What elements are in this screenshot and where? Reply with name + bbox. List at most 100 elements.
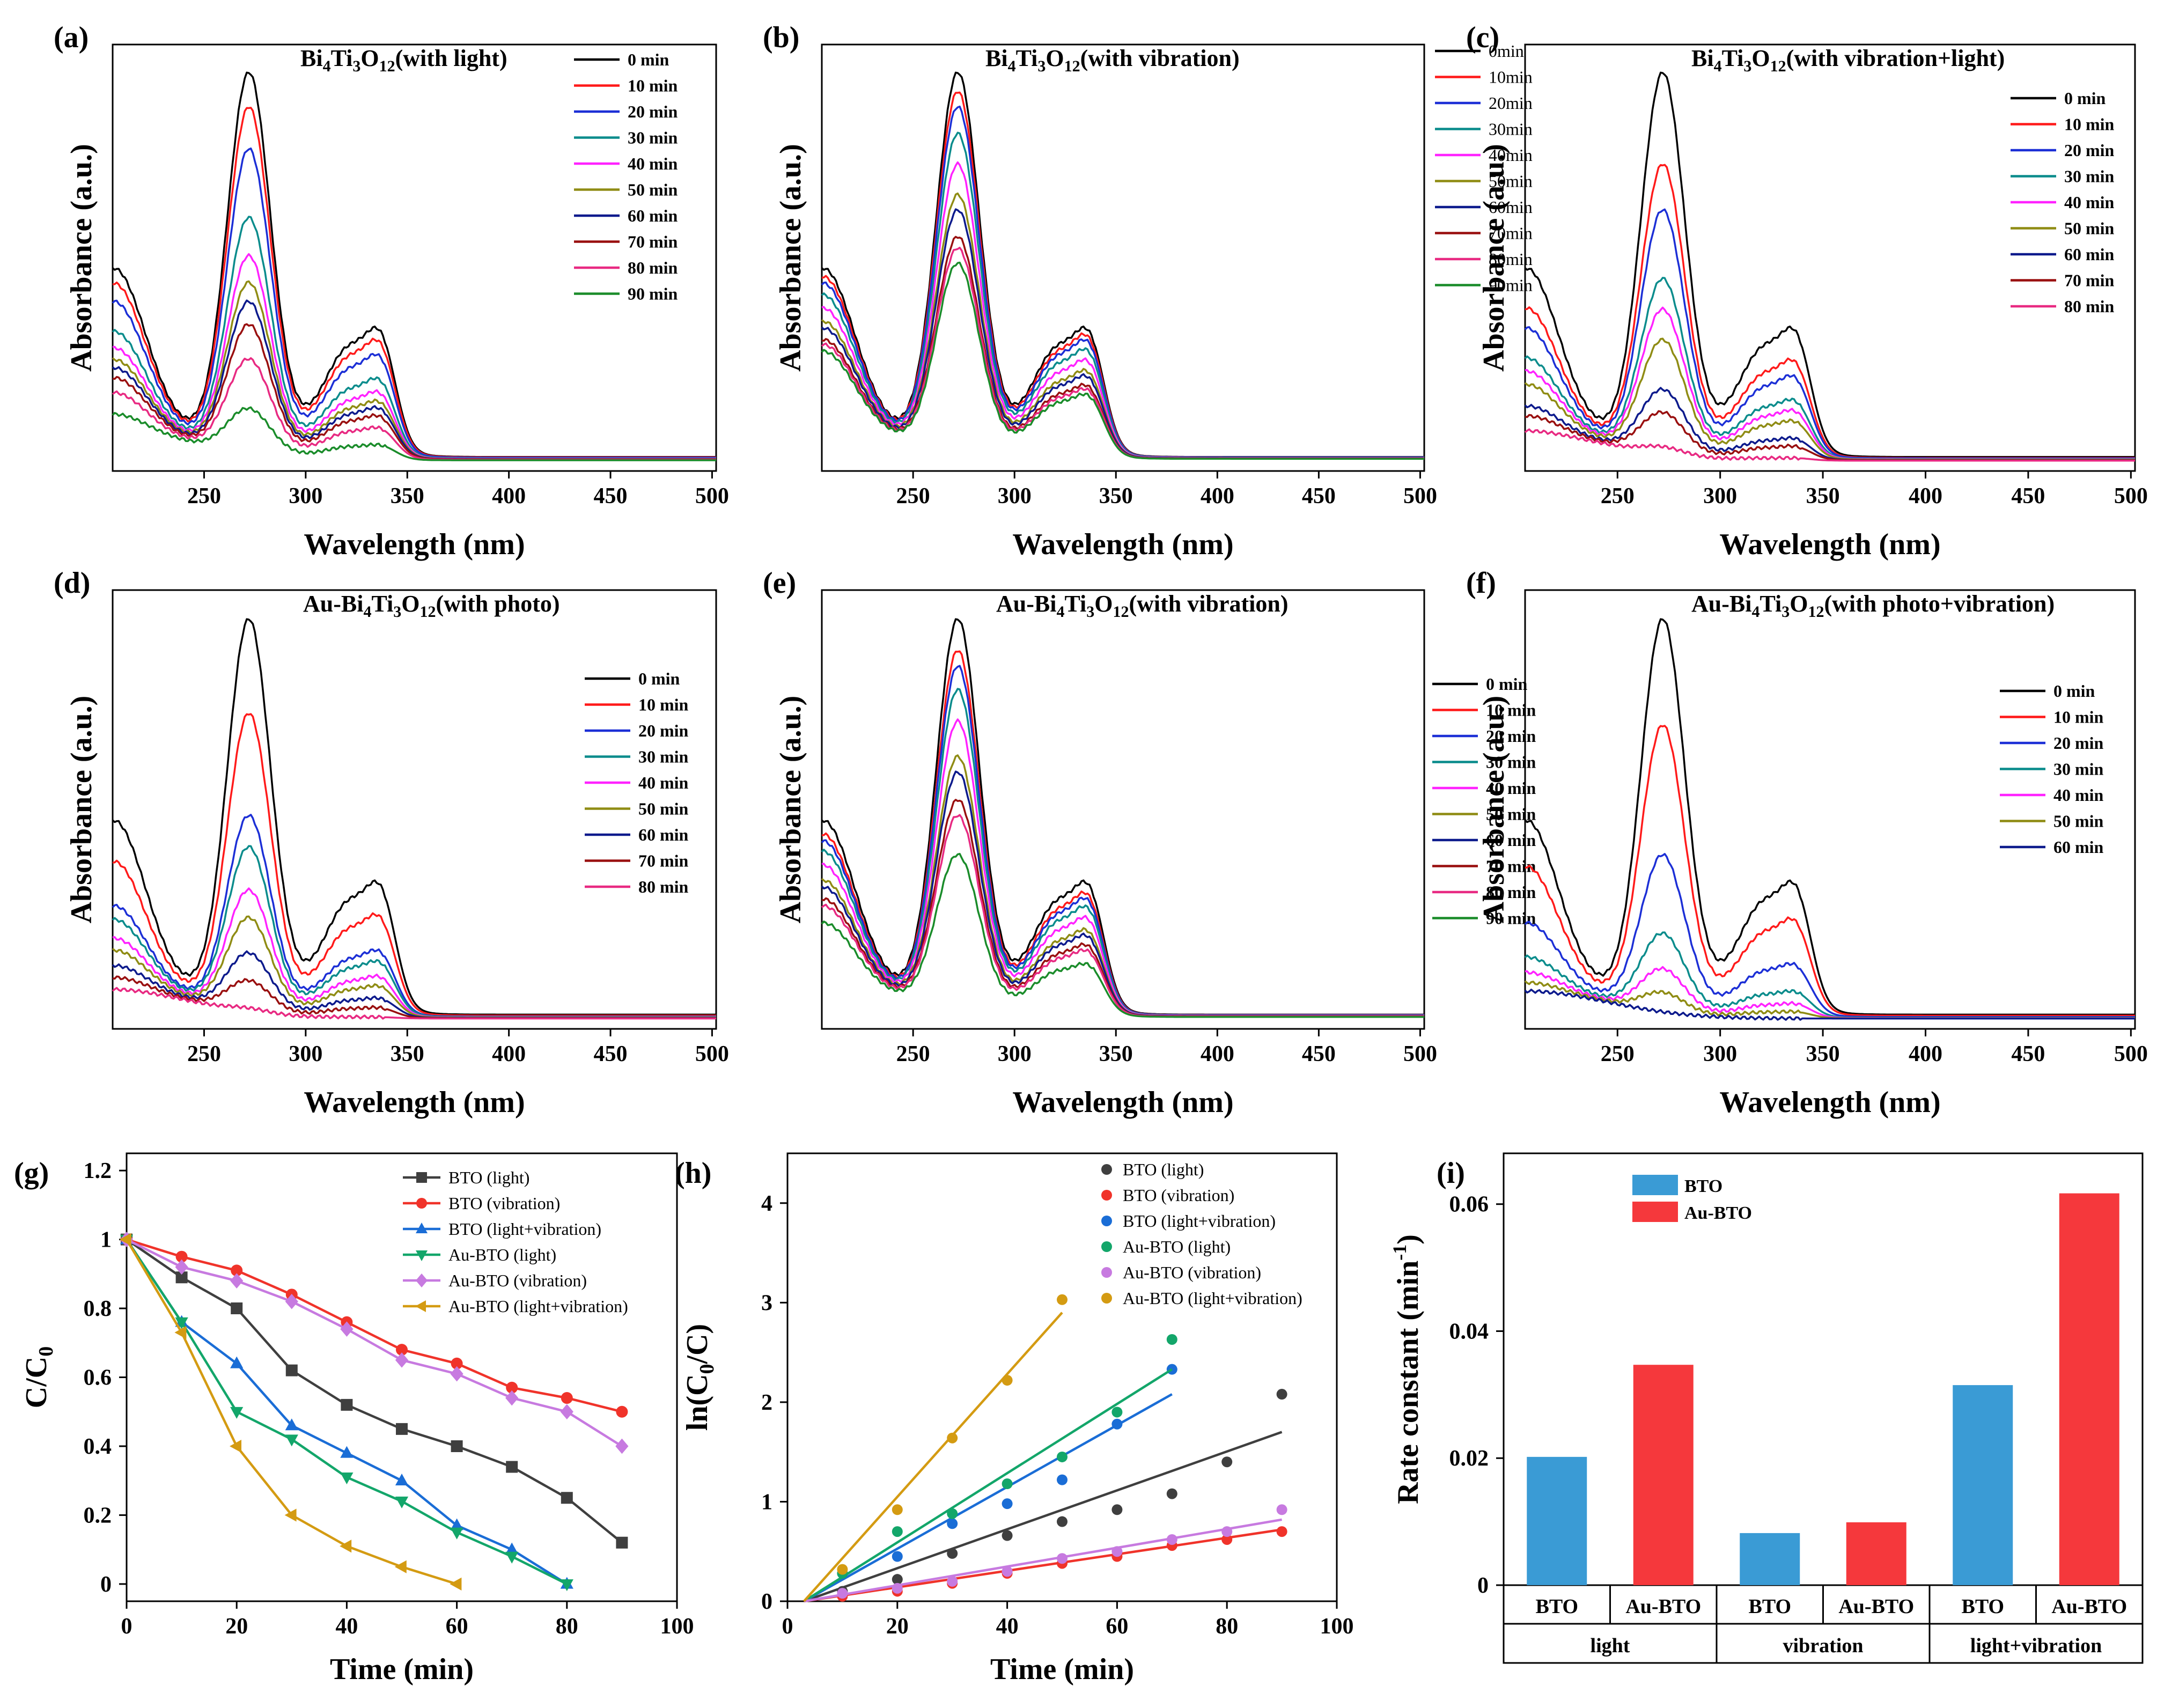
legend-label: 10 min xyxy=(638,695,689,715)
y-title-part: C/C xyxy=(20,1357,53,1408)
data-point xyxy=(561,1492,573,1504)
legend-label: 50 min xyxy=(2053,812,2104,831)
legend-label: 20 min xyxy=(628,102,678,121)
legend-label: 0 min xyxy=(1486,674,1528,694)
title-part: 4 xyxy=(363,603,371,621)
data-point xyxy=(230,1439,241,1453)
x-tick-label: 250 xyxy=(187,484,221,509)
x-tick-label: 40 xyxy=(335,1614,358,1639)
y-tick-label: 2 xyxy=(761,1390,772,1415)
data-point xyxy=(1221,1534,1233,1545)
x-tick-label: 500 xyxy=(695,1042,729,1066)
legend-label: 40 min xyxy=(1486,778,1536,798)
x-tick-label: 350 xyxy=(391,484,424,509)
title-suffix: (with vibration+light) xyxy=(1786,45,2005,71)
x-tick-label: 350 xyxy=(1806,1042,1840,1066)
data-point xyxy=(1221,1456,1233,1468)
legend-marker xyxy=(1101,1164,1112,1175)
legend-label: Au-BTO (light) xyxy=(1123,1237,1231,1256)
x-tick-label: 450 xyxy=(2011,1042,2045,1066)
x-tick-label: 350 xyxy=(1099,484,1133,509)
x-tick-label: 100 xyxy=(1320,1614,1354,1639)
panel-label: (h) xyxy=(675,1157,711,1190)
bar-BTO-light xyxy=(1527,1456,1587,1585)
x-tick-label: 0 xyxy=(121,1614,132,1639)
spectrum-90-min xyxy=(821,852,1424,1018)
legend-label: 30 min xyxy=(628,128,678,148)
spectrum-80-min xyxy=(112,986,716,1020)
title-part: Ti xyxy=(1722,45,1744,71)
bar-Au-BTO-vibration xyxy=(1846,1522,1906,1585)
data-point xyxy=(947,1548,958,1559)
title-part: O xyxy=(1046,45,1064,71)
data-point xyxy=(561,1392,573,1404)
plot-frame xyxy=(821,43,1425,472)
plot-frame xyxy=(786,1152,1338,1602)
spectrum-80-min xyxy=(1524,428,2135,462)
legend-label: 60 min xyxy=(638,825,689,844)
data-point xyxy=(1166,1488,1177,1499)
title-part: 12 xyxy=(1770,57,1786,75)
data-point xyxy=(1111,1407,1123,1418)
legend-label: BTO (light) xyxy=(448,1168,529,1187)
legend-label: 20 min xyxy=(638,721,689,740)
legend-label: 80 min xyxy=(638,877,689,896)
x-tick-label: 20 xyxy=(225,1614,248,1639)
legend-marker xyxy=(415,1300,426,1312)
data-point xyxy=(284,1508,297,1522)
x-axis-title: Wavelength (nm) xyxy=(304,528,525,561)
legend-label: 20 min xyxy=(2053,733,2104,753)
legend-marker xyxy=(1101,1216,1112,1226)
x-tick-label: 300 xyxy=(1703,1042,1737,1066)
title-part: 4 xyxy=(1056,603,1064,621)
x-tick-label: 0 xyxy=(782,1614,793,1639)
legend-label: BTO (light+vibration) xyxy=(1123,1211,1276,1231)
x-tick-label: 250 xyxy=(1601,1042,1635,1066)
y-title-part: ) xyxy=(1392,1234,1425,1245)
title-part: O xyxy=(1751,45,1770,71)
legend-label: 40 min xyxy=(628,154,678,173)
x-tick-label: 20 xyxy=(886,1614,909,1639)
fit-line xyxy=(803,1431,1283,1603)
panel-title: Au-Bi4Ti3O12(with photo+vibration) xyxy=(1691,591,2055,621)
x-tick-label: 250 xyxy=(1601,484,1635,509)
legend-label: 50 min xyxy=(2064,219,2115,238)
x-tick-label: 300 xyxy=(1703,484,1737,509)
title-part: 12 xyxy=(1808,603,1824,621)
x-tick-label: 300 xyxy=(289,1042,322,1066)
x-axis-title: Wavelength (nm) xyxy=(1012,1086,1233,1119)
x-tick-label: 500 xyxy=(2114,1042,2148,1066)
legend-label: BTO xyxy=(1684,1176,1722,1196)
panel-e: 250 300 350 400 450 500 Wavelength (nm) Absorba… xyxy=(763,566,1536,1119)
x-tick-label: 350 xyxy=(1806,484,1840,509)
data-point xyxy=(450,1577,462,1591)
data-point xyxy=(231,1264,243,1277)
x-tick-label: 350 xyxy=(391,1042,424,1066)
title-part: Ti xyxy=(1760,591,1781,617)
legend-label: 40 min xyxy=(638,773,689,792)
data-point xyxy=(395,1352,409,1368)
legend-label: Au-BTO xyxy=(1684,1203,1752,1223)
y-title-sub: 0 xyxy=(696,1364,718,1374)
legend-marker xyxy=(1101,1241,1112,1252)
data-point xyxy=(285,1293,298,1309)
plot-frame xyxy=(1524,43,2136,472)
title-part: 3 xyxy=(1781,603,1790,621)
y-axis-title: C/C0 xyxy=(20,1346,57,1408)
y-tick-label: 0 xyxy=(1477,1573,1489,1598)
x-axis-title: Time (min) xyxy=(990,1653,1134,1686)
legend-label: 60 min xyxy=(2053,837,2104,857)
title-part: 4 xyxy=(323,57,331,75)
fit-line xyxy=(804,1528,1282,1603)
spectrum-0-min xyxy=(1524,618,2135,1016)
data-point xyxy=(119,1233,131,1246)
spectrum-60-min xyxy=(112,950,716,1019)
spectrum-80min xyxy=(821,246,1424,460)
data-point xyxy=(340,1321,354,1337)
y-tick-label: 0.8 xyxy=(84,1297,112,1321)
y-axis-title: Absorbance (a.u.) xyxy=(1477,144,1511,372)
legend-marker xyxy=(416,1172,427,1183)
panel-label: (i) xyxy=(1437,1157,1465,1190)
x-tick-label: 400 xyxy=(1201,1042,1234,1066)
spectrum-20-min xyxy=(112,147,716,459)
